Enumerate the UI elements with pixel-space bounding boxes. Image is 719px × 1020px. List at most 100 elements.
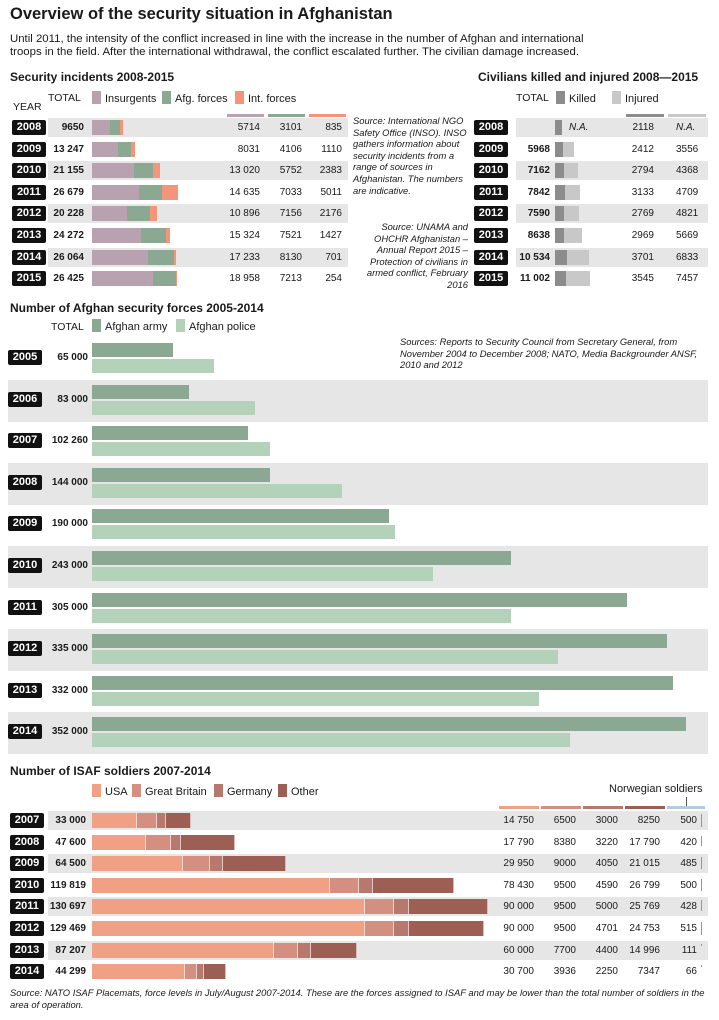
bar-afghan-police: [92, 733, 571, 748]
value-norwegian: 428: [680, 901, 697, 913]
year-label: 2009: [474, 141, 508, 157]
value-insurgents: 5714: [237, 122, 260, 133]
year-label: 2015: [474, 271, 508, 287]
legend-other: Other: [278, 784, 319, 798]
total-value: 11 002: [519, 273, 550, 285]
legend-label: Injured: [625, 93, 659, 105]
total-value: 9650: [61, 122, 84, 133]
bar-germany: [394, 899, 410, 915]
year-label: 2012: [12, 206, 46, 222]
bar-other: [408, 921, 484, 936]
total-value: 64 500: [55, 858, 86, 870]
total-value: 65 000: [57, 352, 88, 363]
legend-afghan-army: Afghan army: [92, 319, 167, 333]
year-label: 2014: [474, 249, 508, 265]
bar-afghan-police: [92, 691, 540, 706]
year-label: 2009: [10, 856, 44, 872]
legend-usa: USA: [92, 784, 128, 798]
bar-other: [222, 856, 287, 872]
value-norwegian: 111: [681, 944, 697, 956]
value-norwegian: 500: [680, 815, 697, 826]
bar-killed: [555, 120, 562, 135]
bar-injured: [566, 271, 590, 287]
value-great-britain: 9500: [553, 901, 576, 913]
bar-usa: [92, 921, 366, 936]
value-norwegian: 500: [680, 879, 697, 891]
value-int-forces: 701: [325, 251, 342, 263]
civilians-total-label: TOTAL: [516, 92, 549, 104]
isaf-source: Source: NATO ISAF Placemats, force level…: [10, 987, 705, 1010]
bar-germany: [210, 856, 223, 872]
year-label: 2014: [8, 724, 42, 740]
bar-injured: [564, 228, 583, 243]
year-label: 2010: [10, 877, 44, 893]
value-usa: 17 790: [503, 836, 534, 848]
civilians-title: Civilians killed and injured 2008—2015: [478, 70, 699, 84]
legend-label: Killed: [569, 93, 596, 105]
bar-int-forces: [173, 249, 176, 265]
value-afg-forces: 7033: [279, 186, 302, 198]
forces-source: Sources: Reports to Security Council fro…: [400, 336, 698, 371]
total-value: 130 697: [49, 901, 86, 913]
value-other: 7347: [637, 966, 660, 978]
total-value: 102 260: [51, 435, 88, 447]
legend-swatch: [132, 784, 141, 797]
value-injured: 3556: [676, 143, 699, 155]
year-label: 2013: [474, 228, 508, 243]
value-int-forces: 2383: [319, 165, 342, 177]
bar-norwegian: [701, 922, 702, 935]
bar-other: [204, 964, 227, 980]
value-int-forces: 2176: [319, 208, 342, 220]
value-int-forces: 5011: [320, 186, 342, 198]
bar-injured: [562, 141, 574, 157]
value-afg-forces: 7213: [279, 273, 302, 285]
col-marker-afg: [268, 114, 305, 117]
col-marker-gb: [541, 806, 581, 809]
bar-great-britain: [185, 964, 198, 980]
col-marker-nor: [667, 806, 705, 809]
legend-label: Other: [291, 786, 319, 798]
value-afg-forces: 7156: [279, 208, 302, 220]
bar-other: [373, 877, 455, 893]
bar-great-britain: [365, 921, 395, 936]
year-label: 2015: [12, 271, 46, 287]
value-killed: 3701: [631, 251, 654, 263]
total-value: 44 299: [55, 966, 86, 978]
value-great-britain: 9500: [553, 879, 576, 891]
value-germany: 4050: [595, 858, 618, 870]
row-band: [48, 811, 708, 830]
bar-afghan-army: [92, 592, 627, 607]
value-int-forces: 1110: [321, 143, 342, 155]
legend-label: Afg. forces: [175, 93, 228, 105]
bar-note: N.A.: [569, 122, 589, 133]
value-afg-forces: 4106: [279, 143, 302, 155]
total-value: 7842: [527, 186, 550, 198]
bar-afghan-police: [92, 483, 343, 498]
value-killed: 2118: [632, 122, 654, 133]
bar-afghan-police: [92, 608, 511, 623]
year-label: 2007: [8, 433, 42, 449]
value-germany: 3220: [595, 836, 618, 848]
year-label: 2011: [10, 899, 44, 915]
value-usa: 78 430: [503, 879, 534, 891]
bar-usa: [92, 834, 147, 850]
total-value: 243 000: [51, 560, 88, 571]
bar-norwegian: [701, 943, 702, 947]
year-label: 2013: [8, 682, 42, 698]
bar-usa: [92, 964, 186, 980]
value-injured: 7457: [676, 273, 699, 285]
total-value: 21 155: [53, 165, 84, 177]
total-value: 7162: [527, 165, 550, 177]
bar-insurgents: [92, 141, 118, 157]
forces-title: Number of Afghan security forces 2005-20…: [10, 301, 264, 315]
year-label: 2012: [8, 641, 42, 657]
col-marker-insurgents: [227, 114, 264, 117]
legend-swatch: [214, 784, 223, 797]
bar-afghan-police: [92, 567, 433, 581]
total-value: 83 000: [57, 393, 88, 405]
bar-insurgents: [92, 163, 134, 179]
value-insurgents: 17 233: [229, 251, 260, 263]
col-marker-intl: [309, 114, 346, 117]
value-injured: N.A.: [676, 122, 696, 133]
value-killed: 2769: [631, 208, 654, 220]
